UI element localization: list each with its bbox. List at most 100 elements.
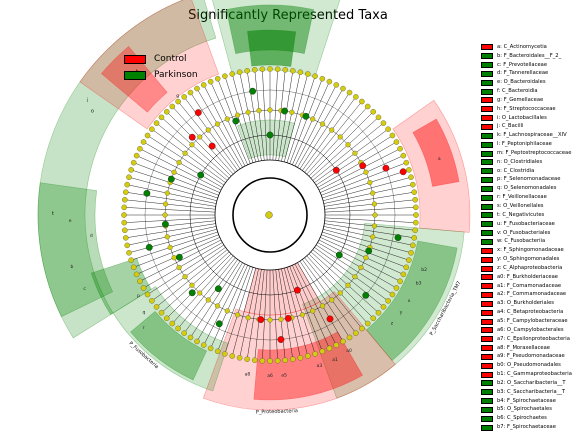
tree-branch <box>275 70 286 161</box>
leaf-node <box>121 219 127 226</box>
leaf-node <box>121 204 127 211</box>
tree-branch <box>126 223 216 238</box>
legend-swatch-control <box>124 54 146 64</box>
leaf-node <box>140 139 147 145</box>
key-entry-a7: a7: C_Epsilonproteobacteria <box>481 335 576 344</box>
significant-node <box>332 166 340 174</box>
leaf-node <box>222 73 228 79</box>
key-swatch <box>481 256 493 263</box>
leaf-node <box>282 357 289 363</box>
key-swatch <box>481 265 493 272</box>
tree-branch <box>308 253 373 318</box>
leaf-node <box>412 196 418 203</box>
leaf-node <box>175 325 181 332</box>
key-swatch <box>481 177 493 184</box>
key-text: b5: O_Spirochaetales <box>497 406 552 413</box>
tree-branch <box>172 107 234 175</box>
inner-node <box>319 303 326 309</box>
leaf-node <box>140 285 147 291</box>
tree-branch <box>152 129 226 183</box>
leaf-node <box>346 334 353 341</box>
tree-branch <box>210 265 248 348</box>
inner-node <box>337 134 343 140</box>
leaf-node <box>370 315 376 321</box>
clade-sector-fuso-inner <box>130 310 208 381</box>
tree-branch <box>284 268 308 356</box>
legend-item-parkinson: Parkinson <box>124 67 198 83</box>
key-swatch <box>481 247 493 254</box>
sector-letter: a0 <box>346 348 352 354</box>
inner-node <box>256 108 262 114</box>
tree-branch <box>306 255 368 323</box>
leaf-node <box>251 357 258 363</box>
leaf-node <box>333 82 340 88</box>
key-text: a0: F_Burkholderiaceae <box>497 273 558 280</box>
leaf-node <box>128 257 134 263</box>
key-entry-m: m: F_Peptostreptococcaceae <box>481 149 576 158</box>
leaf-node <box>359 325 365 332</box>
key-entry-a9: a9: F_Pseudomonadaceae <box>481 353 576 362</box>
key-text: q: O_Selenomonadales <box>497 185 557 192</box>
significant-node <box>293 286 301 294</box>
key-entry-s: s: O_Veillonellales <box>481 202 576 211</box>
inner-node <box>372 212 378 218</box>
tree-branch <box>322 169 408 199</box>
key-entry-x: x: F_Sphingomonadaceae <box>481 246 576 255</box>
key-text: e: O_Bacteroidales <box>497 79 546 86</box>
inner-node <box>205 127 211 133</box>
significant-node <box>175 253 183 261</box>
tree-branch <box>210 82 248 165</box>
key-swatch <box>481 345 493 352</box>
tree-branch <box>128 226 217 246</box>
leaf-node <box>359 98 365 105</box>
key-swatch <box>481 327 493 334</box>
inner-node <box>214 121 221 127</box>
tree-branch <box>134 234 219 268</box>
sector-letter: g <box>176 94 179 99</box>
sector-letter: b <box>71 264 74 270</box>
key-text: i: O_Lactobacillales <box>497 114 547 121</box>
clade-sector-j <box>79 0 220 130</box>
key-swatch <box>481 53 493 60</box>
tree-branch <box>125 207 216 213</box>
sector-letter: b2 <box>421 267 427 273</box>
legend-swatch-parkinson <box>124 70 146 80</box>
tree-branch <box>232 74 256 162</box>
significant-node <box>215 320 223 328</box>
leaf-node <box>200 342 207 348</box>
key-text: a6: O_Campylobacterales <box>497 326 564 333</box>
tree-branch <box>318 148 400 191</box>
tree-branch <box>178 102 236 173</box>
key-swatch <box>481 141 493 148</box>
leaf-node <box>229 71 235 77</box>
tree-branch <box>297 89 343 168</box>
clade-sector-c <box>247 29 297 67</box>
inner-node <box>182 150 188 156</box>
leaf-node <box>259 66 266 72</box>
leaf-node <box>305 71 311 77</box>
tree-branch <box>247 269 262 359</box>
tree-branch <box>157 123 228 181</box>
key-swatch <box>481 168 493 175</box>
tree-branch <box>320 155 403 193</box>
key-text: d: F_Tannerellaceae <box>497 70 549 77</box>
leaf-node <box>214 75 221 82</box>
tree-branch <box>262 70 268 161</box>
tree-branch <box>281 73 301 162</box>
sector-letter: q <box>142 311 145 316</box>
leaf-node <box>340 338 346 345</box>
sector-letter: a3 <box>317 363 323 369</box>
leaf-node <box>297 69 304 75</box>
leaf-node <box>411 235 417 241</box>
significant-node <box>197 171 205 179</box>
leaf-node <box>408 174 414 180</box>
clade-sector-saccharibacteria <box>302 222 465 399</box>
significant-node <box>266 131 274 139</box>
key-text: y: O_Sphingomonadales <box>497 256 560 263</box>
key-swatch <box>481 203 493 210</box>
sector-letter: t <box>52 211 54 217</box>
key-entry-p: p: F_Selenomonadaceae <box>481 176 576 185</box>
inner-node <box>176 264 182 271</box>
key-entry-r: r: F_Veillonellaceae <box>481 193 576 202</box>
